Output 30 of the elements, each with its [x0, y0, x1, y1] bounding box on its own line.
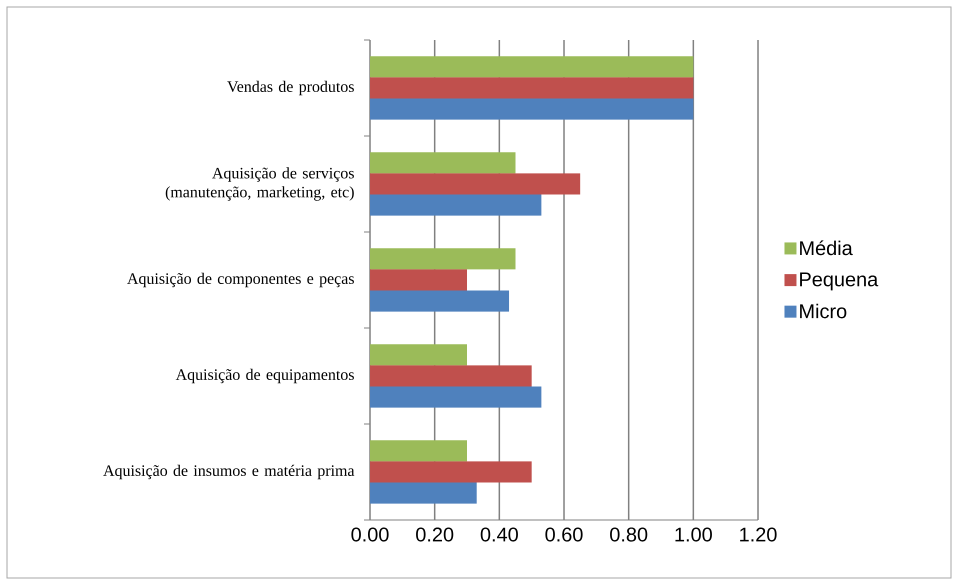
x-tick-label: 1.00 [675, 528, 712, 542]
legend-label: Média [800, 240, 853, 256]
x-tick-label: 0.80 [610, 528, 648, 542]
y-tick-label: Aquisição de equipamentos [176, 368, 354, 384]
bar [370, 386, 542, 408]
x-tick-label: 0.40 [480, 528, 518, 542]
bar [370, 152, 516, 174]
bar [370, 482, 477, 504]
y-tick-label: Vendas de produtos [227, 80, 354, 96]
bar [370, 461, 532, 483]
bar [370, 77, 694, 99]
bar [370, 173, 580, 195]
legend-label: Micro [800, 304, 846, 318]
bar [370, 194, 542, 216]
x-tick-label: 1.20 [740, 528, 777, 542]
bar [370, 344, 468, 366]
y-tick-label: Aquisição de insumos e matéria prima [103, 464, 354, 480]
bar [370, 269, 468, 291]
x-tick-label: 0.20 [416, 528, 454, 542]
bar [370, 365, 532, 387]
bar [370, 98, 694, 120]
y-tick-label: Aquisição de componentes e peças [127, 272, 354, 288]
x-tick-label: 0.00 [351, 528, 389, 542]
legend-label: Pequena [800, 272, 878, 290]
bar [370, 440, 468, 462]
bar [370, 248, 516, 270]
bar [370, 56, 694, 78]
x-tick-label: 0.60 [545, 528, 583, 542]
bar [370, 290, 510, 312]
y-tick-label: Aquisição de serviços (manutenção, marketing, etc) [166, 167, 354, 201]
